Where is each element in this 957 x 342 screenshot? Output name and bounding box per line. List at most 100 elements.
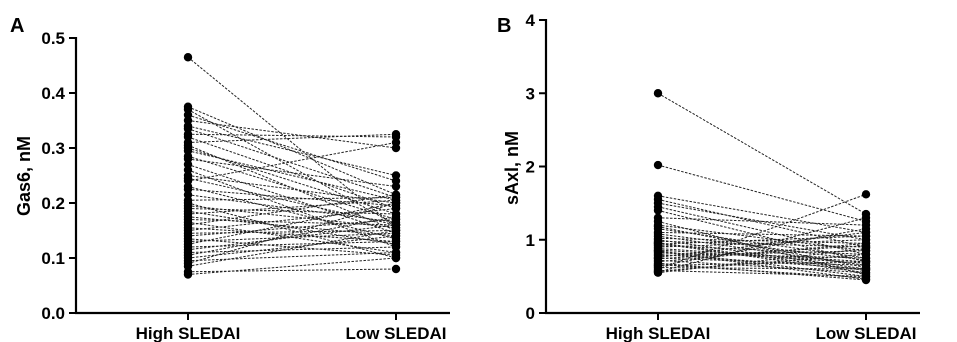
panel-b-point-high-1 <box>653 160 663 170</box>
panel-b-point-high-6 <box>653 206 663 215</box>
panel-b-connector-7 <box>657 217 867 226</box>
panel-a-connector-35 <box>187 230 397 234</box>
panel-b-connector-0 <box>657 92 867 215</box>
panel-b-point-low-42 <box>861 275 871 284</box>
panel-b-point-high-37 <box>653 229 663 239</box>
panel-a-point-low-48 <box>391 253 401 263</box>
panel-b-connector-28 <box>657 267 867 270</box>
panel-a-connector-39 <box>187 202 397 245</box>
panel-a-letter: A <box>10 15 24 37</box>
panel-b-point-low-40 <box>861 224 871 233</box>
panel-a-connector-30 <box>187 219 397 226</box>
panel-b-point-high-42 <box>653 247 663 256</box>
panel-a-y-axis-title: Gas6, nM <box>14 136 34 216</box>
panel-b-connector-8 <box>657 224 867 252</box>
panel-b-connector-42 <box>657 250 867 280</box>
panel-a-y-tick-label-2: 0.2 <box>41 194 65 213</box>
panel-b-connector-24 <box>657 259 867 274</box>
panel-b-point-high-43 <box>653 239 663 249</box>
panel-b-point-high-41 <box>653 254 663 263</box>
panel-a-connector-17 <box>187 175 397 204</box>
panel-b-y-axis-title: sAxl, nM <box>502 131 522 205</box>
panel-b-point-low-38 <box>861 263 871 272</box>
panel-b-y-tick-label-3: 3 <box>526 84 535 103</box>
panel-a-connector-49 <box>187 202 397 264</box>
panel-a-point-low-9 <box>391 130 401 139</box>
panel-b-connector-10 <box>657 231 867 237</box>
panel-a-connector-4 <box>187 120 397 149</box>
panel-b-connector-40 <box>657 228 867 267</box>
panel-a-connector-3 <box>187 114 397 182</box>
panel-b-connector-31 <box>657 253 867 272</box>
panel-b-point-low-37 <box>861 256 871 265</box>
panel-b-connector-lines <box>657 92 867 281</box>
panel-b-y-tick-label-2: 2 <box>526 158 535 177</box>
panel-b-connector-27 <box>657 261 867 266</box>
panel-b-connector-41 <box>657 245 867 260</box>
panel-a-x-tick-label-1: Low SLEDAI <box>345 324 446 342</box>
panel-a-connector-0 <box>187 56 397 229</box>
panel-b-point-high-40 <box>653 261 663 271</box>
panel-a-point-low-43 <box>391 212 401 221</box>
panel-b-axes: 0 1 2 3 4 High SLEDAI Low SLEDAI <box>526 11 920 342</box>
panel-a-connector-6 <box>187 128 397 198</box>
panel-b-points <box>653 89 871 285</box>
panel-a-connector-14 <box>187 158 397 187</box>
panel-b-letter: B <box>497 15 511 37</box>
panel-a-connector-22 <box>187 194 397 223</box>
panel-a-point-low-47 <box>391 264 401 274</box>
panel-b-y-tick-label-4: 4 <box>526 11 536 30</box>
panel-a-connector-19 <box>187 142 397 182</box>
panel-b-x-tick-label-0: High SLEDAI <box>606 324 711 342</box>
panel-a-connector-43 <box>187 216 397 256</box>
panel-b-connector-29 <box>657 193 867 270</box>
panel-b-connector-15 <box>657 242 867 274</box>
panel-a-connector-41 <box>187 224 397 251</box>
panel-a-connector-1 <box>187 106 397 196</box>
panel-a-connector-48 <box>187 257 397 275</box>
panel-b-connector-3 <box>657 198 867 248</box>
panel-a-y-tick-label-3: 0.3 <box>41 139 65 158</box>
panel-a-x-tick-label-0: High SLEDAI <box>136 324 241 342</box>
panel-b-x-tick-label-1: Low SLEDAI <box>815 324 916 342</box>
panel-a-points <box>183 53 401 279</box>
panel-b-point-low-29 <box>861 190 871 199</box>
panel-b-y-tick-label-0: 0 <box>526 304 535 323</box>
panel-a-connector-12 <box>187 150 397 201</box>
panel-a-point-low-14 <box>391 182 401 191</box>
panel-b-connector-44 <box>657 248 867 274</box>
panel-a-y-tick-label-0: 0.0 <box>41 304 65 323</box>
panel-a-connector-28 <box>187 199 397 215</box>
panel-b-point-low-43 <box>861 231 871 241</box>
panel-b-point-high-39 <box>653 217 663 226</box>
panel-b-point-low-31 <box>861 250 871 259</box>
panel-b-connector-34 <box>657 231 867 258</box>
panel-b-connector-11 <box>657 235 867 266</box>
panel-a-point-high-0 <box>183 53 193 62</box>
panel-b-connector-2 <box>657 195 867 233</box>
panel-a-connector-40 <box>187 241 397 248</box>
panel-a-y-tick-label-5: 0.5 <box>41 29 65 48</box>
panel-a-y-tick-label-1: 0.1 <box>41 249 65 268</box>
panel-a-connector-32 <box>187 194 397 226</box>
panel-a-point-high-49 <box>183 259 193 268</box>
panel-a-connector-42 <box>187 246 397 253</box>
panel-a-connector-13 <box>187 155 397 220</box>
panel-b-connector-22 <box>657 250 867 257</box>
panel-a-point-high-48 <box>183 270 193 279</box>
panel-b-connector-1 <box>657 164 867 222</box>
panel-a-connector-23 <box>187 197 397 201</box>
panel-a-point-low-49 <box>391 198 401 208</box>
panel-a-connector-18 <box>187 177 397 226</box>
panel-b-connector-12 <box>657 237 867 244</box>
panel-b-connector-33 <box>657 264 867 279</box>
panel-a-connector-47 <box>187 268 397 273</box>
panel-a-connector-36 <box>187 219 397 237</box>
panel-b-point-high-44 <box>653 268 663 277</box>
panel-a-point-low-32 <box>391 190 401 199</box>
panel-a-point-low-5 <box>391 171 401 180</box>
panel-b-point-high-0 <box>653 89 663 98</box>
panel-a-connector-5 <box>187 125 397 176</box>
panel-b-point-low-44 <box>861 244 871 253</box>
